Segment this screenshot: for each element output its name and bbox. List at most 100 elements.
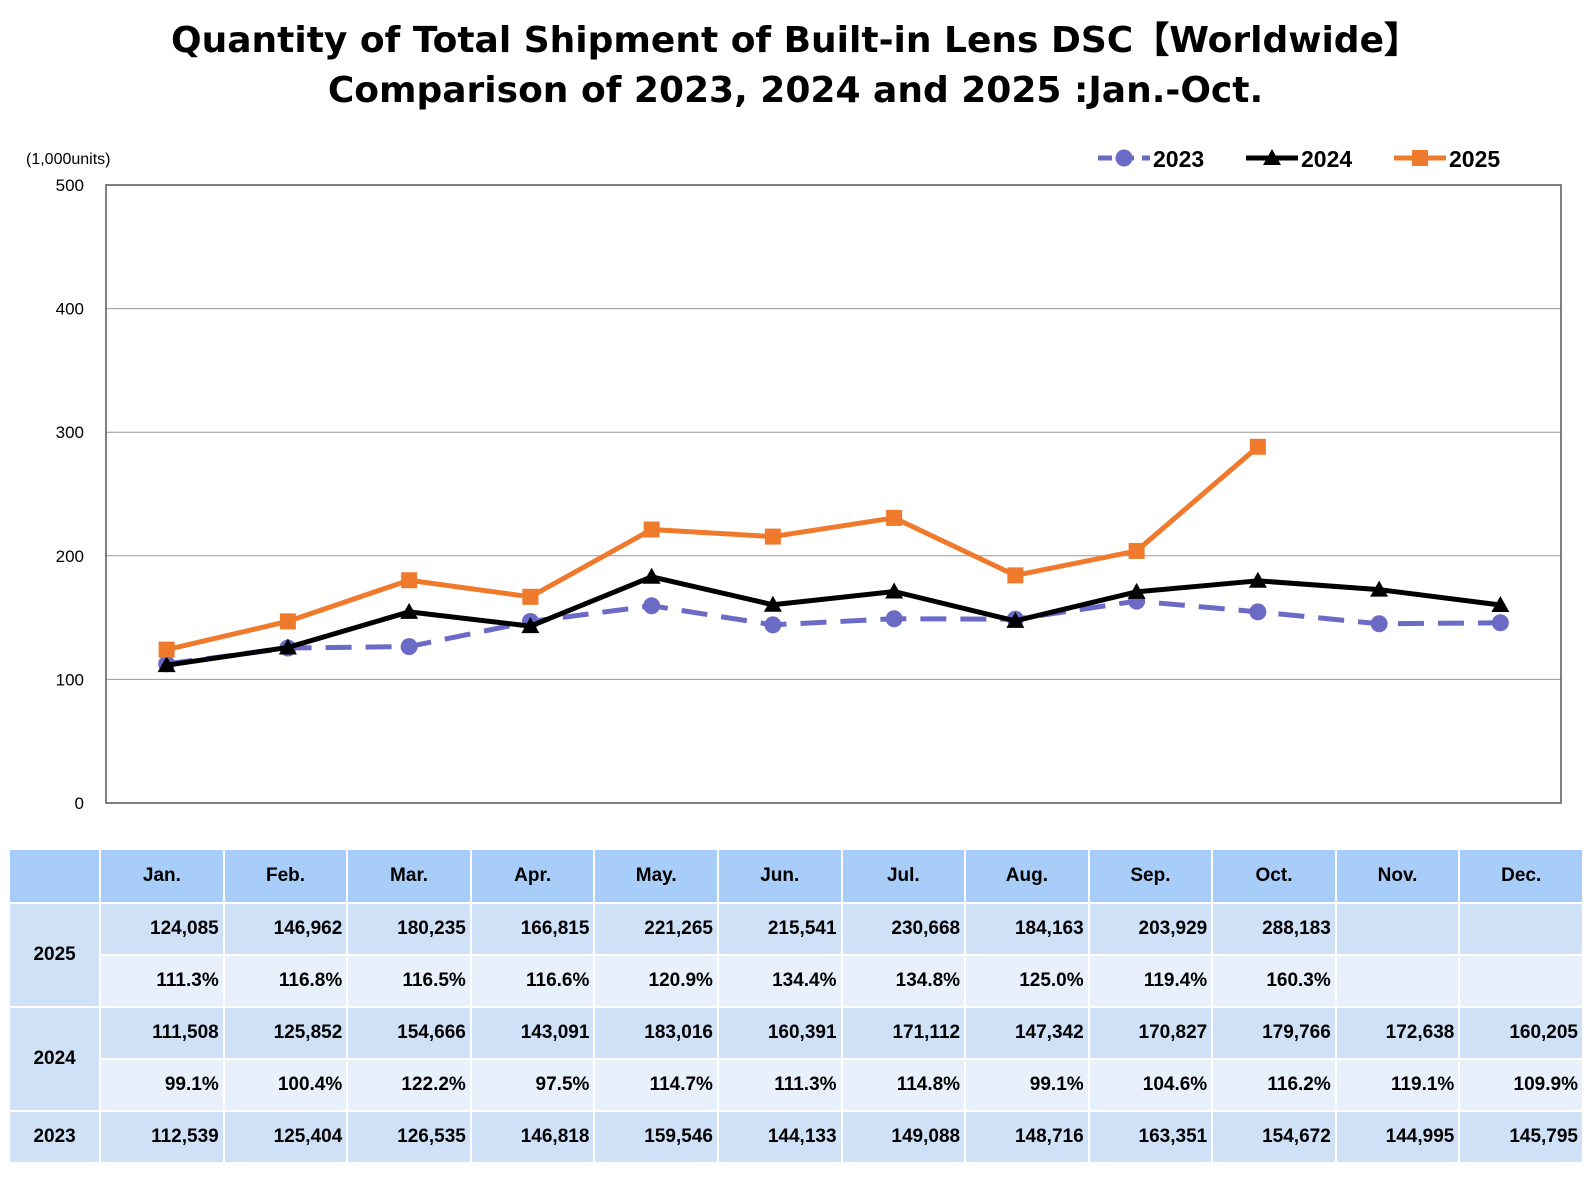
table-cell: 134.4% <box>716 954 843 1008</box>
data-point-2024 <box>1263 149 1281 165</box>
table-cell: 111,508 <box>99 1006 225 1060</box>
y-tick-label: 400 <box>56 300 84 319</box>
table-cell: 125,404 <box>222 1110 349 1164</box>
row-year-label: 2023 <box>7 1110 102 1164</box>
data-point-2025 <box>1412 150 1428 166</box>
table-cell: 125.0% <box>964 954 1090 1008</box>
table-cell: 144,995 <box>1334 1110 1461 1164</box>
table-row-2025-values: 2025 124,085 146,962 180,235 166,815 221… <box>7 902 1584 1008</box>
table-cell: 146,962 <box>222 902 349 956</box>
data-point-2025 <box>886 509 903 526</box>
data-point-2024 <box>157 656 176 673</box>
table-cell: 116.5% <box>346 954 472 1008</box>
table-cell: 160.3% <box>1211 954 1337 1008</box>
table-cell: 119.1% <box>1334 1058 1461 1112</box>
table-cell: 183,016 <box>593 1006 719 1060</box>
table-cell: 116.8% <box>222 954 349 1008</box>
data-point-2025 <box>1249 438 1266 455</box>
table-row-2024-values: 2024 111,508 125,852 154,666 143,091 183… <box>7 1006 1584 1112</box>
table-header-cell: Jan. <box>99 848 225 904</box>
table-cell: 203,929 <box>1087 902 1214 956</box>
table-cell: 104.6% <box>1087 1058 1214 1112</box>
table-cell: 97.5% <box>469 1058 596 1112</box>
data-point-2024 <box>763 595 782 612</box>
table-cell <box>1334 954 1461 1008</box>
table-cell: 109.9% <box>1458 1058 1584 1112</box>
data-point-2024 <box>400 602 419 619</box>
y-tick-label: 500 <box>56 176 84 195</box>
table-cell: 154,666 <box>346 1006 472 1060</box>
table-cell: 170,827 <box>1087 1006 1214 1060</box>
table-header-cell: Jul. <box>840 848 967 904</box>
table-cell: 116.6% <box>469 954 596 1008</box>
data-point-2024 <box>278 638 297 655</box>
table-cell: 230,668 <box>840 902 967 956</box>
data-point-2025 <box>643 521 660 538</box>
table-cell: 126,535 <box>346 1110 472 1164</box>
table-row-2025-ratios: 111.3% 116.8% 116.5% 116.6% 120.9% 134.4… <box>9 954 1584 1008</box>
data-point-2024 <box>885 582 904 599</box>
data-point-2025 <box>158 641 175 658</box>
table-cell: 111.3% <box>716 1058 843 1112</box>
table-cell <box>1458 954 1584 1008</box>
table-cell: 114.7% <box>593 1058 719 1112</box>
row-year-label: 2024 <box>7 1006 102 1112</box>
table-cell: 179,766 <box>1211 1006 1337 1060</box>
line-chart: 0 100 200 300 400 500 (1,000units) 2023 2024 2025 <box>26 146 1562 813</box>
y-axis-unit-label: (1,000units) <box>26 151 111 168</box>
table-cell: 149,088 <box>840 1110 967 1164</box>
table-cell: 125,852 <box>222 1006 349 1060</box>
title-line-2: Comparison of 2023, 2024 and 2025 :Jan.-… <box>327 70 1264 111</box>
table-cell: 146,818 <box>469 1110 596 1164</box>
table-cell: 119.4% <box>1087 954 1214 1008</box>
table-cell: 148,716 <box>964 1110 1090 1164</box>
legend-label-2024: 2024 <box>1301 146 1352 172</box>
data-point-2023 <box>1370 615 1388 633</box>
data-point-2024 <box>1370 580 1389 597</box>
table-cell: 166,815 <box>469 902 596 956</box>
table-cell: 180,235 <box>346 902 472 956</box>
table-cell: 116.2% <box>1211 1058 1337 1112</box>
table-cell: 160,391 <box>716 1006 843 1060</box>
table-cell: 154,672 <box>1211 1110 1337 1164</box>
data-table: Jan. Feb. Mar. Apr. May. Jun. Jul. Aug. … <box>7 848 1584 1164</box>
data-point-2023 <box>764 616 782 634</box>
table-header-cell: Dec. <box>1458 848 1584 904</box>
data-point-2023 <box>885 610 903 628</box>
series-line-2023 <box>166 598 1501 667</box>
table-header-cell: Sep. <box>1087 848 1214 904</box>
data-table-container: Jan. Feb. Mar. Apr. May. Jun. Jul. Aug. … <box>7 848 1584 1164</box>
table-cell: 99.1% <box>99 1058 225 1112</box>
table-cell: 144,133 <box>716 1110 843 1164</box>
legend-label-2025: 2025 <box>1449 146 1500 172</box>
data-point-2023 <box>1249 603 1267 621</box>
table-header-cell: Nov. <box>1334 848 1461 904</box>
series-line-2024 <box>166 574 1501 668</box>
table-cell: 171,112 <box>840 1006 967 1060</box>
table-row-2023-values: 2023 112,539 125,404 126,535 146,818 159… <box>7 1110 1584 1164</box>
table-corner-cell <box>7 848 102 904</box>
data-point-2023 <box>1491 614 1509 632</box>
table-cell: 159,546 <box>593 1110 719 1164</box>
table-cell: 111.3% <box>99 954 225 1008</box>
data-point-2025 <box>764 528 781 545</box>
y-tick-label: 300 <box>56 423 84 442</box>
data-point-2024 <box>642 567 661 584</box>
data-point-2023 <box>643 597 661 615</box>
y-tick-label: 200 <box>56 547 84 566</box>
data-point-2024 <box>1127 582 1146 599</box>
row-year-label: 2025 <box>7 902 102 1008</box>
table-cell: 120.9% <box>593 954 719 1008</box>
table-cell: 147,342 <box>964 1006 1090 1060</box>
title-line-1: Quantity of Total Shipment of Built-in L… <box>171 20 1420 61</box>
table-cell: 143,091 <box>469 1006 596 1060</box>
table-cell: 145,795 <box>1458 1110 1584 1164</box>
data-point-2023 <box>400 638 418 656</box>
chart-title: Quantity of Total Shipment of Built-in L… <box>0 16 1591 116</box>
table-header-cell: May. <box>593 848 719 904</box>
table-cell: 99.1% <box>964 1058 1090 1112</box>
table-header-cell: Feb. <box>222 848 349 904</box>
data-point-2024 <box>1006 611 1025 628</box>
data-point-2025 <box>522 588 539 605</box>
data-point-2025 <box>279 613 296 630</box>
